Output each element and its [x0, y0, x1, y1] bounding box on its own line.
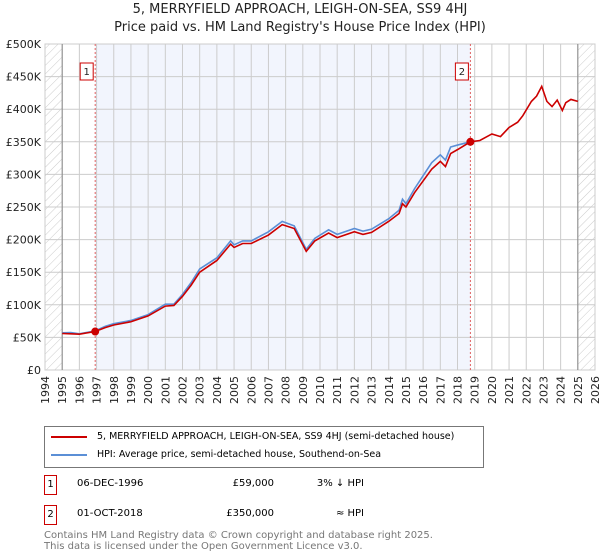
transaction-date: 01-OCT-2018: [77, 508, 143, 519]
y-tick-label: £100K: [6, 299, 42, 312]
annotation-badge: [79, 62, 94, 81]
transaction-price: £59,000: [232, 478, 274, 489]
footer: Contains HM Land Registry data © Crown c…: [44, 530, 433, 552]
y-tick-label: £450K: [6, 71, 42, 84]
sale-point: [91, 327, 100, 336]
y-tick-label: £500K: [6, 38, 42, 51]
x-tick-label: 2002: [177, 376, 190, 404]
x-tick-label: 2005: [228, 376, 241, 404]
y-tick-label: £150K: [6, 266, 42, 279]
x-tick-label: 2001: [159, 376, 172, 404]
x-tick-label: 2017: [434, 376, 447, 404]
x-tick-label: 2010: [314, 376, 327, 404]
annotation-label: 2: [459, 67, 465, 78]
y-tick-label: £50K: [13, 331, 42, 344]
x-tick-label: 2024: [555, 376, 568, 404]
annotation-label: 1: [84, 67, 90, 78]
footer-line: Contains HM Land Registry data © Crown c…: [44, 530, 433, 541]
y-tick-label: £0: [27, 364, 41, 377]
x-tick-label: 2016: [417, 376, 430, 404]
x-tick-label: 2006: [245, 376, 258, 404]
x-tick-label: 2023: [537, 376, 550, 404]
x-tick-label: 2011: [331, 376, 344, 404]
x-tick-label: 2025: [572, 376, 585, 404]
x-tick-label: 1999: [125, 376, 138, 404]
x-tick-label: 2012: [348, 376, 361, 404]
legend-swatch-hpi: [51, 453, 87, 456]
x-tick-label: 2000: [142, 376, 155, 404]
footer-line: This data is licensed under the Open Gov…: [44, 541, 363, 552]
x-tick-label: 2020: [486, 376, 499, 404]
y-tick-label: £350K: [6, 136, 42, 149]
transaction-hpi-relation: 3% ↓ HPI: [316, 478, 364, 489]
x-tick-label: 2026: [589, 376, 600, 404]
price-chart: 1994 1995 1996 1997 1998 1999 2000 2001 2002 2003…: [6, 38, 600, 404]
transaction-row: 1 06-DEC-1996 £59,000 3% ↓ HPI: [44, 475, 444, 497]
x-tick-label: 2019: [469, 376, 482, 404]
x-tick-label: 2021: [503, 376, 516, 404]
x-tick-label: 2003: [194, 376, 207, 404]
sale-point: [466, 137, 475, 146]
legend-property: 5, MERRYFIELD APPROACH, LEIGH-ON-SEA, SS…: [97, 431, 455, 442]
property-line: [62, 84, 579, 335]
x-tick-label: 1998: [108, 376, 121, 404]
x-tick-label: 2014: [383, 376, 396, 404]
hpi-line: [62, 141, 471, 335]
x-tick-label: 2018: [452, 376, 465, 404]
x-tick-label: 1997: [91, 376, 104, 404]
y-tick-label: £400K: [6, 103, 42, 116]
transaction-badge: 2: [44, 505, 57, 525]
y-tick-label: £250K: [6, 201, 42, 214]
x-tick-label: 2009: [297, 376, 310, 404]
x-tick-label: 1994: [39, 376, 52, 404]
transaction-row: 2 01-OCT-2018 £350,000 ≈ HPI: [44, 505, 444, 527]
y-tick-label: £300K: [6, 168, 42, 181]
x-tick-label: 2004: [211, 376, 224, 404]
transaction-price: £350,000: [226, 508, 274, 519]
x-tick-label: 2008: [280, 376, 293, 404]
legend-swatch-property: [51, 435, 87, 438]
plot-frame: [44, 43, 596, 371]
transaction-date: 06-DEC-1996: [77, 478, 144, 489]
legend: 5, MERRYFIELD APPROACH, LEIGH-ON-SEA, SS…: [44, 426, 484, 468]
y-tick-label: £200K: [6, 234, 42, 247]
chart-subtitle: Price paid vs. HM Land Registry's House …: [114, 20, 486, 35]
transaction-hpi-relation: ≈ HPI: [335, 508, 364, 519]
x-tick-label: 1995: [56, 376, 69, 404]
legend-hpi: HPI: Average price, semi-detached house,…: [97, 449, 382, 460]
chart-title: 5, MERRYFIELD APPROACH, LEIGH-ON-SEA, SS…: [132, 2, 468, 17]
transaction-badge: 1: [44, 475, 57, 495]
x-tick-label: 2015: [400, 376, 413, 404]
x-tick-label: 2013: [366, 376, 379, 404]
x-tick-label: 1996: [73, 376, 86, 404]
x-tick-label: 2022: [520, 376, 533, 404]
x-tick-label: 2007: [262, 376, 275, 404]
annotation-badge: [454, 62, 469, 81]
